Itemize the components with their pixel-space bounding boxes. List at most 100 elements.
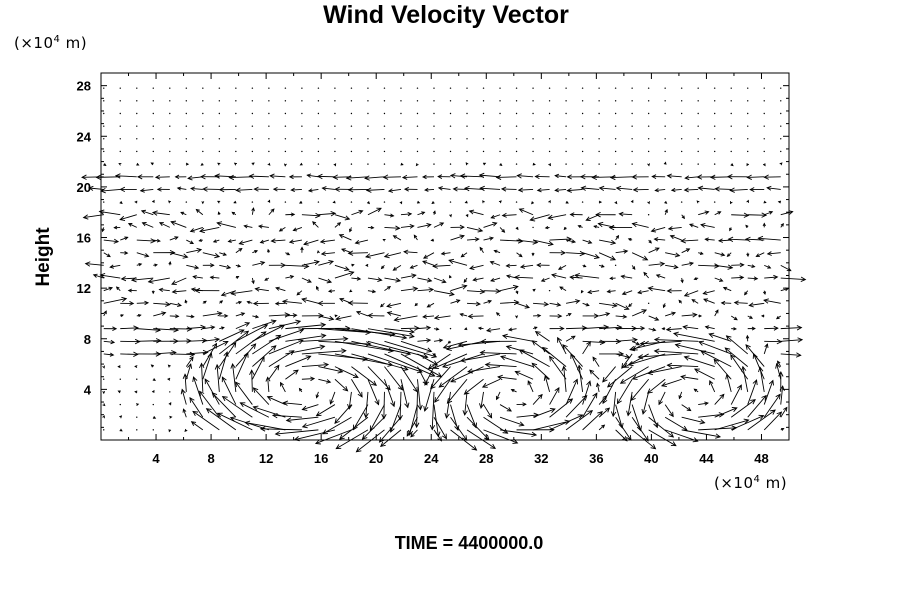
vector-arrowhead [757, 235, 764, 242]
vector-arrowhead [548, 163, 552, 167]
vector-arrow [260, 239, 270, 243]
vector-arrow [433, 353, 468, 369]
vector-arrowhead [220, 291, 227, 297]
vector-arrowhead [321, 186, 327, 191]
vector-dot [152, 138, 154, 140]
vector-arrow [518, 188, 534, 191]
vector-dot [647, 150, 650, 153]
vector-arrowhead [763, 174, 769, 180]
vector-arrow [598, 223, 616, 228]
vector-dot [697, 150, 699, 153]
vector-arrowhead [332, 200, 336, 204]
vector-arrow [308, 188, 319, 192]
vector-arrowhead [189, 240, 195, 244]
vector-arrowhead [401, 334, 408, 340]
vector-arrowhead [463, 327, 468, 331]
y-unit-prefix: (×10 [14, 34, 54, 52]
vector-arrowhead [597, 221, 604, 228]
vector-arrow [402, 176, 418, 178]
vector-arrowhead [190, 421, 197, 426]
vector-dot [747, 150, 749, 153]
vector-arrowhead [505, 263, 511, 268]
vector-arrowhead [739, 275, 745, 280]
vector-arrow [131, 277, 154, 281]
vector-arrowhead [717, 211, 722, 215]
vector-dot [350, 87, 353, 89]
vector-dot [532, 125, 534, 127]
vector-arrowhead [490, 214, 495, 219]
time-label: TIME = 4400000.0 [395, 533, 544, 553]
vector-arrow [268, 314, 290, 317]
vector-arrowhead [467, 313, 474, 319]
vector-arrowhead [421, 211, 426, 216]
vector-arrow [714, 419, 749, 431]
vector-arrowhead [674, 342, 681, 349]
vector-arrowhead [352, 424, 358, 431]
vector-dot [565, 100, 567, 102]
vector-arrowhead [642, 255, 649, 261]
vector-dot [581, 100, 584, 102]
vector-arrowhead [573, 378, 578, 385]
vector-arrowhead [514, 274, 520, 281]
vector-dot [367, 100, 369, 102]
vector-arrowhead [505, 274, 511, 279]
vector-arrow [559, 286, 567, 292]
vector-arrow [302, 404, 319, 410]
vector-arrowhead [254, 250, 259, 254]
vector-dot [598, 125, 600, 127]
vector-dot [548, 125, 551, 127]
vector-arrowhead [518, 421, 525, 427]
vector-dot [697, 138, 699, 140]
vector-arrowhead [371, 380, 378, 386]
vector-arrowhead [318, 313, 324, 319]
vector-arrowhead [501, 212, 507, 218]
vector-arrowhead [229, 416, 236, 422]
vector-arrowhead [317, 250, 320, 254]
vector-arrowhead [581, 325, 588, 331]
vector-dot [664, 112, 666, 115]
vector-arrowhead [463, 185, 470, 192]
vector-dot [268, 150, 270, 153]
vector-arrow [120, 214, 137, 221]
vector-arrowhead [562, 344, 568, 350]
vector-dot [202, 87, 204, 89]
vector-arrowhead [437, 436, 443, 442]
vector-dot [581, 138, 584, 140]
vector-arrow [446, 340, 484, 350]
x-unit-label: (×104 m) [714, 474, 787, 492]
vector-arrowhead [217, 162, 221, 166]
vector-arrowhead [248, 173, 255, 179]
vector-arrowhead [760, 314, 765, 318]
vector-arrow [153, 239, 161, 242]
vector-arrow [235, 381, 253, 405]
vector-arrowhead [715, 433, 722, 439]
vector-arrowhead [777, 360, 781, 365]
vector-arrowhead [345, 175, 352, 181]
vector-dot [680, 201, 683, 203]
vector-dot [433, 163, 435, 165]
vector-dot [515, 150, 518, 153]
vector-arrowhead [182, 253, 189, 259]
vector-arrow [685, 176, 699, 179]
vector-dot [449, 87, 452, 89]
vector-arrowhead [489, 260, 495, 265]
vector-arrow [285, 334, 326, 342]
vector-arrowhead [238, 329, 245, 335]
vector-arrow [181, 389, 187, 405]
vector-arrowhead [293, 369, 299, 375]
vector-arrow [541, 277, 550, 282]
vector-arrowhead [361, 434, 368, 440]
y-tick-label: 24 [77, 129, 92, 144]
vector-arrow [318, 212, 336, 216]
vector-arrow [417, 224, 431, 228]
vector-arrow [763, 380, 774, 405]
vector-arrowhead [134, 390, 138, 394]
vector-arrowhead [536, 262, 542, 268]
vector-arrow [120, 236, 128, 241]
vector-arrow [351, 277, 361, 280]
vector-arrowhead [319, 344, 326, 350]
vector-arrow [384, 366, 403, 391]
vector-arrow [249, 175, 269, 178]
vector-arrowhead [465, 162, 469, 166]
vector-arrow [252, 320, 276, 330]
